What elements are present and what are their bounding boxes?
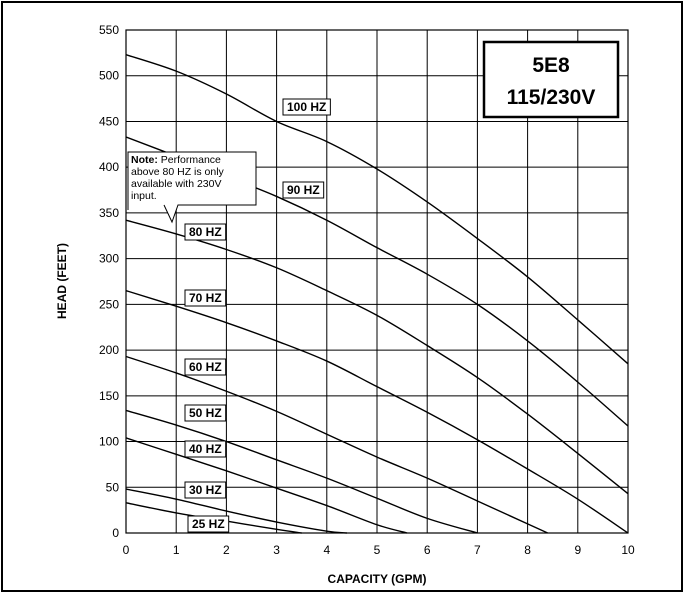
- curve-50-hz: [125, 409, 478, 534]
- curve-label-text: 100 HZ: [287, 100, 326, 114]
- title-line-1: 5E8: [532, 54, 570, 77]
- curve-label-box: [282, 181, 325, 199]
- x-tick-label: 0: [123, 543, 130, 557]
- title-line-2: 115/230V: [507, 86, 596, 109]
- y-tick-label: 50: [106, 480, 120, 494]
- curve-70-hz: [125, 289, 629, 534]
- curve-100-hz: [125, 54, 629, 365]
- label-50-hz: 50 HZ: [184, 404, 227, 422]
- curve-label-box: [282, 98, 331, 116]
- label-40-hz: 40 HZ: [184, 440, 227, 458]
- curve-label-text: 25 HZ: [192, 517, 225, 531]
- x-tick-label: 7: [474, 543, 481, 557]
- curve-label-text: 80 HZ: [189, 225, 222, 239]
- curve-labels: 100 HZ 90 HZ 80 HZ 70 HZ 60 HZ 50 HZ 40 HZ 30 H…: [184, 98, 331, 533]
- curve-label-text: 60 HZ: [189, 360, 222, 374]
- curve-label-box: [184, 440, 227, 458]
- note-box: Note: Performance above 80 HZ is only av…: [127, 151, 257, 224]
- note-line-4: input.: [131, 190, 157, 202]
- curve-label-box: [187, 515, 230, 533]
- curve-label-box: [184, 223, 227, 241]
- note-line-3: available with 230V: [131, 178, 221, 190]
- curve-label-text: 50 HZ: [189, 406, 222, 420]
- x-axis-title: CAPACITY (GPM): [328, 572, 427, 586]
- curve-30-hz: [125, 488, 347, 534]
- x-tick-label: 2: [223, 543, 230, 557]
- curve-40-hz: [125, 437, 408, 534]
- y-tick-label: 250: [99, 297, 119, 311]
- y-tick-label: 0: [112, 526, 119, 540]
- label-25-hz: 25 HZ: [187, 515, 230, 533]
- label-100-hz: 100 HZ: [282, 98, 331, 116]
- curve-label-text: 90 HZ: [287, 183, 320, 197]
- curves: [125, 54, 629, 534]
- label-70-hz: 70 HZ: [184, 289, 227, 307]
- y-tick-label: 300: [99, 252, 119, 266]
- label-90-hz: 90 HZ: [282, 181, 325, 199]
- x-tick-label: 1: [173, 543, 180, 557]
- note-line-1: Performance: [158, 154, 221, 166]
- y-tick-label: 200: [99, 343, 119, 357]
- curve-80-hz: [125, 219, 629, 495]
- x-tick-label: 8: [524, 543, 531, 557]
- curve-label-box: [184, 404, 227, 422]
- note-bold: Note:: [131, 154, 158, 166]
- y-tick-label: 100: [99, 435, 119, 449]
- plot-border: [125, 29, 629, 534]
- curve-label-text: 40 HZ: [189, 442, 222, 456]
- title-box: 5E8 115/230V: [482, 40, 620, 119]
- x-tick-label: 9: [574, 543, 581, 557]
- curve-label-text: 30 HZ: [189, 483, 222, 497]
- x-tick-label: 4: [323, 543, 330, 557]
- curve-label-box: [184, 358, 227, 376]
- x-tick-label: 6: [424, 543, 431, 557]
- y-tick-label: 550: [99, 23, 119, 37]
- curve-label-box: [184, 289, 227, 307]
- y-tick-label: 150: [99, 389, 119, 403]
- y-tick-label: 400: [99, 160, 119, 174]
- note-line-2: above 80 HZ is only: [131, 166, 225, 178]
- x-tick-label: 10: [621, 543, 635, 557]
- label-30-hz: 30 HZ: [184, 481, 227, 499]
- tick-labels: 0 1 2 3 4 5 6 7 8 9 100501001502002503003504004505…: [99, 23, 635, 557]
- x-tick-label: 5: [374, 543, 381, 557]
- label-80-hz: 80 HZ: [184, 223, 227, 241]
- curve-label-box: [184, 481, 227, 499]
- svg-text:Note: Performance: Note: Performance: [131, 154, 221, 166]
- label-60-hz: 60 HZ: [184, 358, 227, 376]
- y-tick-label: 450: [99, 114, 119, 128]
- y-tick-label: 350: [99, 206, 119, 220]
- y-tick-label: 500: [99, 69, 119, 83]
- curve-label-text: 70 HZ: [189, 291, 222, 305]
- curve-60-hz: [125, 355, 548, 534]
- y-axis-title: HEAD (FEET): [55, 243, 69, 319]
- x-tick-label: 3: [273, 543, 280, 557]
